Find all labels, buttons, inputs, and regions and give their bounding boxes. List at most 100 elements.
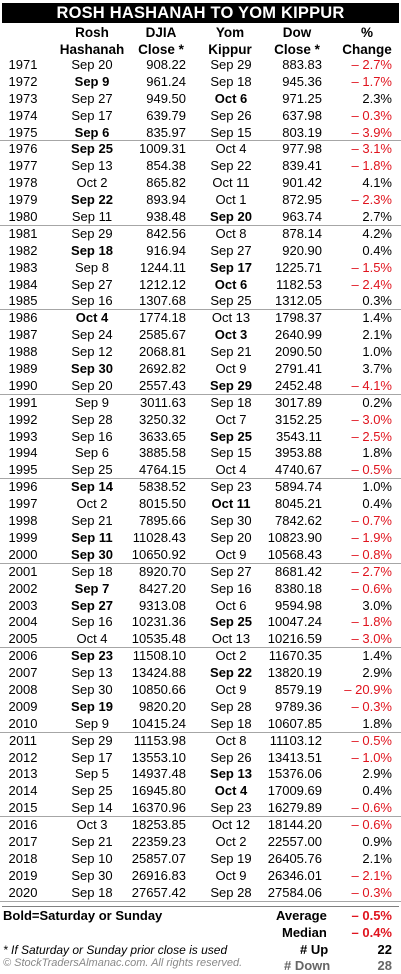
table-row: 1984 Sep 27 1212.12 Oct 6 1182.53 – 2.4% <box>0 277 401 294</box>
dow-close-cell: 3953.88 <box>275 445 322 461</box>
year-cell: 1975 <box>8 124 38 140</box>
dow-close-cell: 8380.18 <box>275 580 322 596</box>
rosh-hashanah-cell: Sep 14 <box>71 800 113 816</box>
djia-close-cell: 3011.63 <box>139 394 186 410</box>
header-yom: Yom Kippur <box>198 24 262 58</box>
rosh-hashanah-cell: Sep 20 <box>71 377 113 393</box>
percent-change-cell: – 3.9% <box>351 124 392 140</box>
rosh-hashanah-cell: Sep 12 <box>71 344 113 360</box>
year-cell: 1978 <box>8 175 38 191</box>
year-cell: 1979 <box>8 192 38 208</box>
yom-kippur-cell: Oct 7 <box>215 411 247 427</box>
dow-close-cell: 17009.69 <box>267 783 322 799</box>
percent-change-cell: – 2.1% <box>351 867 392 883</box>
yom-kippur-cell: Oct 11 <box>211 496 251 512</box>
year-cell: 1987 <box>8 327 38 343</box>
djia-close-cell: 16945.80 <box>131 783 186 799</box>
djia-close-cell: 842.56 <box>146 225 186 241</box>
data-table-body: 1971 Sep 20 908.22 Sep 29 883.83 – 2.7% 1972 Se… <box>0 57 401 902</box>
table-row: 2010 Sep 9 10415.24 Sep 18 10607.85 1.8% <box>0 716 401 733</box>
djia-close-cell: 854.38 <box>146 158 186 174</box>
dow-close-cell: 16279.89 <box>267 800 322 816</box>
percent-change-cell: – 1.8% <box>351 158 392 174</box>
percent-change-cell: 0.9% <box>362 833 392 849</box>
dow-close-cell: 1225.71 <box>275 259 322 275</box>
year-cell: 1986 <box>8 310 38 326</box>
rosh-hashanah-cell: Sep 16 <box>71 428 113 444</box>
yom-kippur-cell: Sep 29 <box>210 377 252 393</box>
year-cell: 1988 <box>8 344 38 360</box>
year-cell: 2013 <box>8 766 38 782</box>
djia-close-cell: 835.97 <box>146 124 186 140</box>
dow-close-cell: 1312.05 <box>275 293 322 309</box>
dow-close-cell: 1798.37 <box>275 310 322 326</box>
table-row: 1993 Sep 16 3633.65 Sep 25 3543.11 – 2.5% <box>0 429 401 446</box>
rosh-hashanah-cell: Sep 24 <box>71 327 113 343</box>
yom-kippur-cell: Sep 17 <box>210 259 252 275</box>
dow-close-cell: 2791.41 <box>275 361 322 377</box>
table-row: 2008 Sep 30 10850.66 Oct 9 8579.19 – 20.9% <box>0 682 401 699</box>
percent-change-cell: 1.4% <box>362 310 392 326</box>
table-row: 1972 Sep 9 961.24 Sep 18 945.36 – 1.7% <box>0 74 401 91</box>
rosh-hashanah-cell: Sep 11 <box>71 529 113 545</box>
dow-close-cell: 2090.50 <box>275 344 322 360</box>
yom-kippur-cell: Sep 25 <box>210 428 252 444</box>
djia-close-cell: 916.94 <box>146 242 186 258</box>
up-count-label: # Up <box>300 942 329 957</box>
table-row: 2007 Sep 13 13424.88 Sep 22 13820.19 2.9% <box>0 665 401 682</box>
yom-kippur-cell: Oct 3 <box>214 327 248 343</box>
table-row: 1976 Sep 25 1009.31 Oct 4 977.98 – 3.1% <box>0 141 401 158</box>
djia-close-cell: 10415.24 <box>131 715 186 731</box>
dow-close-cell: 920.90 <box>282 242 322 258</box>
rosh-hashanah-cell: Sep 30 <box>71 867 113 883</box>
dow-close-cell: 977.98 <box>282 141 322 157</box>
year-cell: 1992 <box>8 411 38 427</box>
rosh-hashanah-cell: Sep 7 <box>74 580 110 596</box>
table-row: 1988 Sep 12 2068.81 Sep 21 2090.50 1.0% <box>0 344 401 361</box>
year-cell: 2010 <box>8 715 38 731</box>
percent-change-cell: – 0.5% <box>351 462 392 478</box>
table-row: 2001 Sep 18 8920.70 Sep 27 8681.42 – 2.7% <box>0 564 401 581</box>
yom-kippur-cell: Sep 20 <box>210 529 252 545</box>
yom-kippur-cell: Sep 23 <box>210 479 252 495</box>
rosh-hashanah-cell: Sep 27 <box>71 276 113 292</box>
yom-kippur-cell: Sep 25 <box>210 293 252 309</box>
yom-kippur-cell: Oct 13 <box>211 631 251 647</box>
djia-close-cell: 10850.66 <box>131 681 186 697</box>
percent-change-cell: – 0.6% <box>351 800 392 816</box>
dow-close-cell: 878.14 <box>282 225 322 241</box>
dow-close-cell: 10568.43 <box>267 546 322 562</box>
percent-change-cell: 2.9% <box>362 665 392 681</box>
rosh-hashanah-cell: Sep 27 <box>71 597 113 613</box>
rosh-hashanah-cell: Sep 18 <box>71 884 113 900</box>
up-count-value: 22 <box>377 942 392 957</box>
header-djia-line1: DJIA <box>145 25 177 40</box>
yom-kippur-cell: Oct 9 <box>215 681 247 697</box>
yom-kippur-cell: Sep 13 <box>210 766 252 782</box>
rosh-hashanah-cell: Sep 16 <box>71 293 113 309</box>
djia-close-cell: 5838.52 <box>139 479 186 495</box>
year-cell: 2012 <box>8 749 38 765</box>
year-cell: 1982 <box>8 242 38 258</box>
percent-change-cell: – 2.7% <box>351 563 392 579</box>
dow-close-cell: 13820.19 <box>267 665 322 681</box>
dow-close-cell: 26346.01 <box>267 867 322 883</box>
table-row: 1996 Sep 14 5838.52 Sep 23 5894.74 1.0% <box>0 479 401 496</box>
yom-kippur-cell: Oct 8 <box>215 225 247 241</box>
percent-change-cell: – 0.6% <box>351 580 392 596</box>
yom-kippur-cell: Oct 6 <box>215 597 247 613</box>
table-row: 1973 Sep 27 949.50 Oct 6 971.25 2.3% <box>0 91 401 108</box>
djia-close-cell: 18253.85 <box>131 817 186 833</box>
percent-change-cell: 1.8% <box>362 715 392 731</box>
djia-close-cell: 1009.31 <box>139 141 186 157</box>
djia-close-cell: 27657.42 <box>131 884 186 900</box>
median-label: Median <box>282 925 327 940</box>
dow-close-cell: 3543.11 <box>275 428 322 444</box>
table-row: 1990 Sep 20 2557.43 Sep 29 2452.48 – 4.1% <box>0 378 401 395</box>
table-row: 1981 Sep 29 842.56 Oct 8 878.14 4.2% <box>0 226 401 243</box>
rosh-hashanah-cell: Sep 28 <box>71 411 113 427</box>
percent-change-cell: 1.4% <box>362 648 392 664</box>
year-cell: 2003 <box>8 597 38 613</box>
year-cell: 1997 <box>8 496 38 512</box>
percent-change-cell: – 2.5% <box>351 428 392 444</box>
